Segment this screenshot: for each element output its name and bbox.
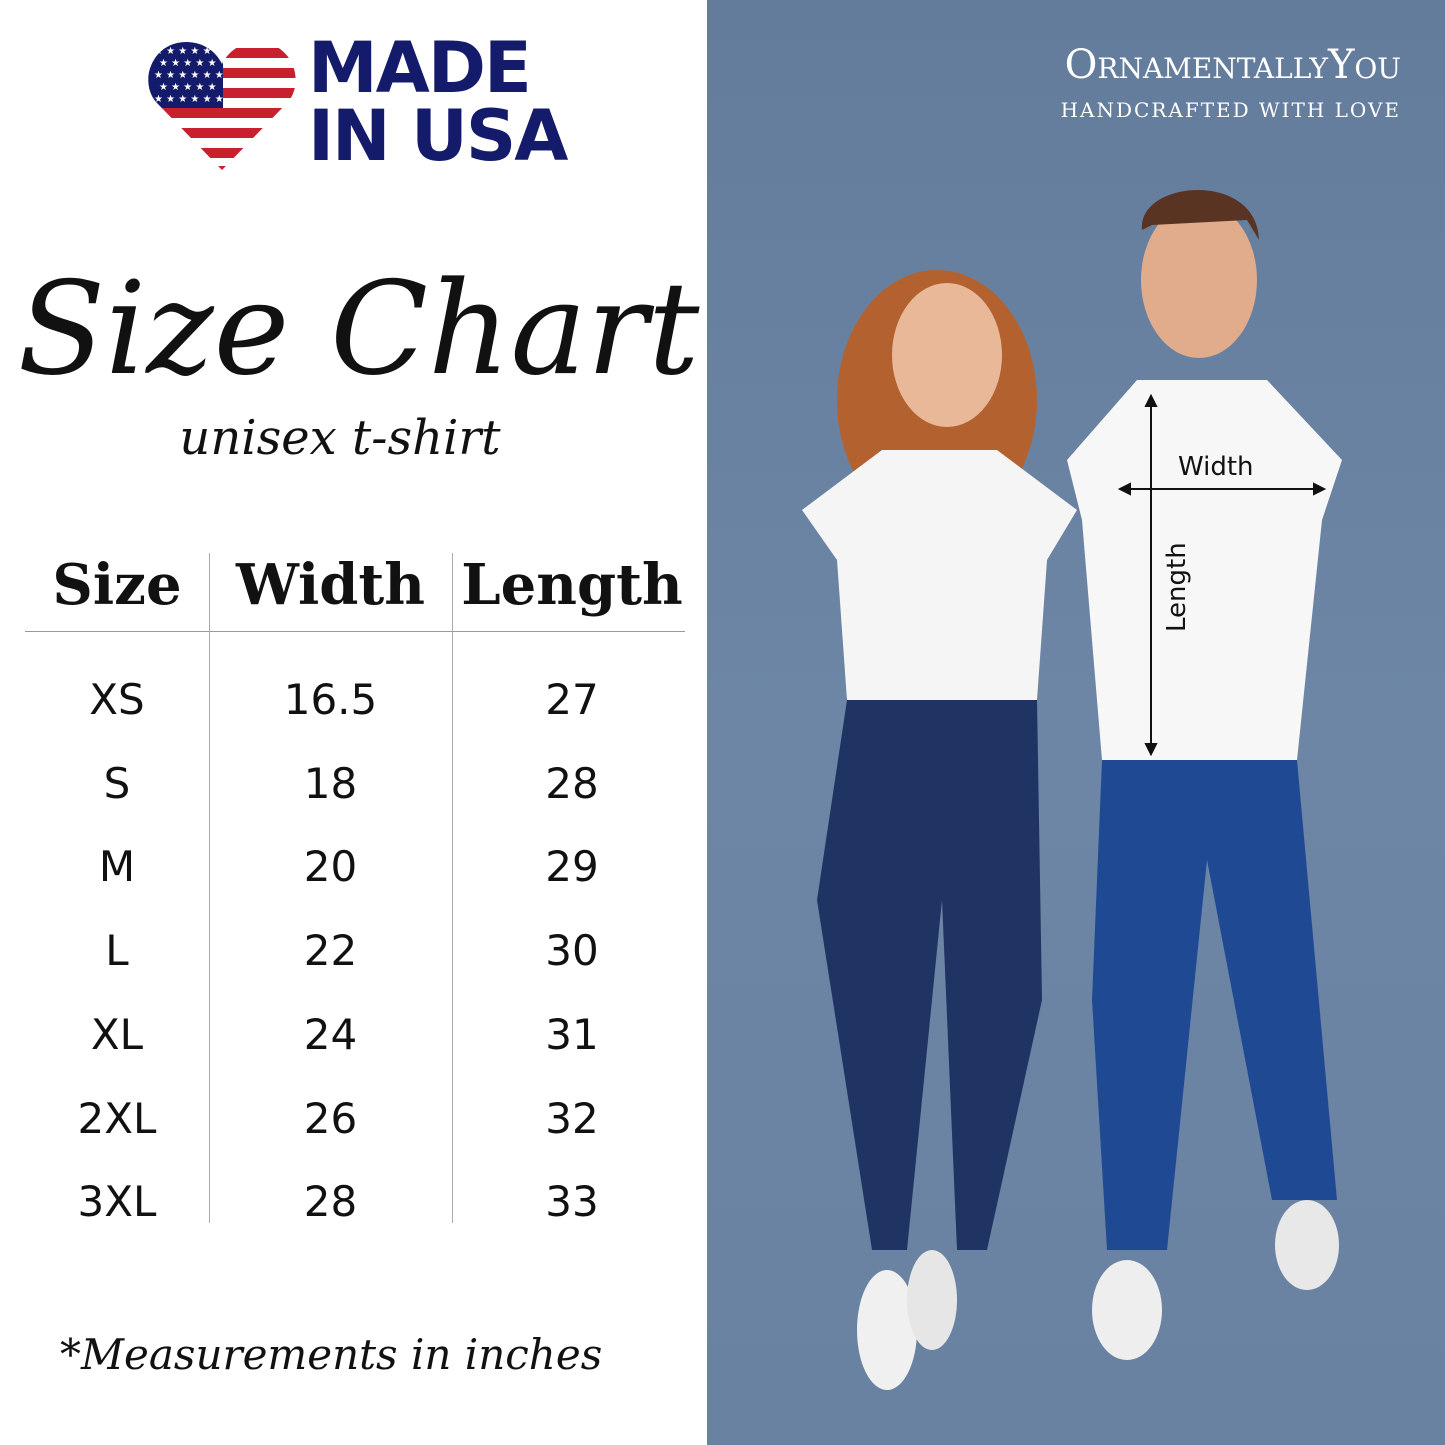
svg-text:★ ★ ★ ★ ★ ★: ★ ★ ★ ★ ★ ★ — [154, 94, 224, 105]
brand-tagline: HANDCRAFTED WITH LOVE — [1060, 98, 1401, 122]
cell-width: 24 — [303, 1009, 358, 1059]
cell-length: 30 — [545, 926, 599, 976]
cell-size: S — [103, 758, 131, 808]
page-title: Size Chart — [17, 255, 700, 404]
length-label: Length — [1162, 542, 1192, 632]
header-length: Length — [461, 552, 683, 618]
cell-length: 32 — [545, 1093, 599, 1143]
woman-figure — [802, 270, 1077, 1390]
column-divider — [209, 553, 210, 1223]
page-subtitle: unisex t-shirt — [179, 410, 501, 466]
cell-width: 28 — [303, 1177, 358, 1227]
model-photo: OrnamentallyYou HANDCRAFTED WITH LOVE Wi… — [707, 0, 1445, 1445]
cell-length: 27 — [545, 675, 599, 724]
cell-size: XS — [89, 675, 145, 724]
cell-size: 3XL — [77, 1177, 157, 1227]
cell-length: 28 — [545, 758, 599, 808]
cell-size: XL — [90, 1009, 144, 1059]
cell-width: 18 — [303, 758, 358, 808]
svg-text:★ ★ ★ ★ ★ ★: ★ ★ ★ ★ ★ ★ — [154, 46, 224, 57]
cell-size: 2XL — [77, 1093, 157, 1143]
width-label: Width — [1178, 452, 1254, 482]
size-chart-panel: ★ ★ ★ ★ ★ ★ ★ ★ ★ ★ ★ ★ ★ ★ ★ ★ ★ ★ ★ ★ ★ ★… — [0, 0, 707, 1445]
usa-heart-flag-icon: ★ ★ ★ ★ ★ ★★ ★ ★ ★ ★★ ★ ★ ★ ★ ★★ ★ ★ ★ ★… — [148, 42, 296, 170]
logo-line1: MADE — [308, 27, 532, 109]
cell-size: L — [105, 926, 129, 976]
cell-size: M — [98, 842, 136, 892]
header-width: Width — [236, 552, 425, 618]
cell-width: 22 — [303, 926, 358, 976]
cell-length: 29 — [545, 842, 599, 892]
cell-width: 16.5 — [283, 675, 378, 724]
models-illustration — [802, 190, 1342, 1390]
svg-text:★ ★ ★ ★ ★ ★: ★ ★ ★ ★ ★ ★ — [154, 70, 224, 81]
logo-line2: IN USA — [308, 95, 568, 177]
svg-text:★ ★ ★ ★ ★: ★ ★ ★ ★ ★ — [159, 58, 217, 69]
measurement-note: *Measurements in inches — [60, 1330, 603, 1379]
man-figure — [1067, 190, 1342, 1360]
cell-width: 20 — [303, 842, 358, 892]
cell-length: 31 — [545, 1009, 599, 1059]
column-divider — [452, 553, 453, 1223]
made-in-usa-logo: MADE IN USA — [308, 27, 568, 177]
cell-width: 26 — [303, 1093, 358, 1143]
header-divider — [25, 631, 685, 632]
cell-length: 33 — [545, 1177, 599, 1227]
svg-text:★ ★ ★ ★ ★: ★ ★ ★ ★ ★ — [159, 82, 217, 93]
brand-name: OrnamentallyYou — [1064, 42, 1401, 88]
header-size: Size — [52, 552, 182, 618]
